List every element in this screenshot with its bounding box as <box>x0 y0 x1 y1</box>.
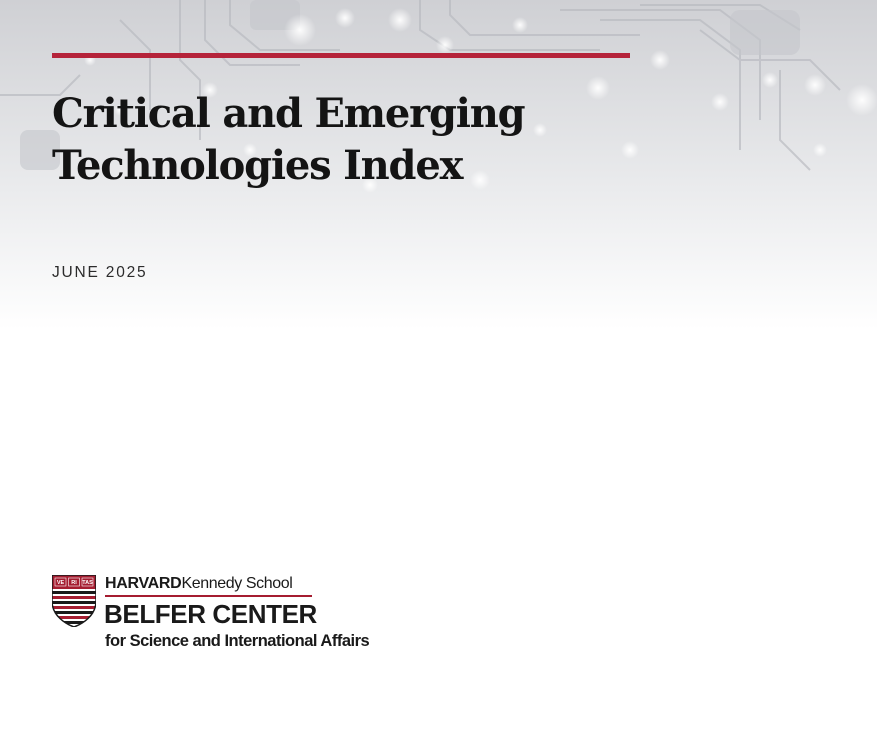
logo-divider-rule <box>105 595 312 597</box>
harvard-shield-icon: VE RI TAS <box>52 575 96 627</box>
belfer-center-wordmark: BELFER CENTER <box>104 599 317 629</box>
harvard-wordmark: HARVARD <box>105 575 182 592</box>
shield-text-2: RI <box>71 580 77 586</box>
shield-text-3: TAS <box>82 580 93 586</box>
publication-date: JUNE 2025 <box>52 264 148 281</box>
shield-text-1: VE <box>57 580 65 586</box>
belfer-center-logo: VE RI TAS HARVARDKennedy School BELFER C… <box>52 575 412 655</box>
report-title-line-1: Critical and Emerging <box>52 90 526 137</box>
title-accent-rule <box>52 53 630 58</box>
belfer-center-subtitle: for Science and International Affairs <box>105 632 370 650</box>
harvard-kennedy-school-wordmark: HARVARDKennedy School <box>105 575 293 593</box>
report-title: Critical and Emerging Technologies Index <box>52 88 612 192</box>
kennedy-school-wordmark: Kennedy School <box>181 575 293 592</box>
report-title-line-2: Technologies Index <box>52 142 463 189</box>
